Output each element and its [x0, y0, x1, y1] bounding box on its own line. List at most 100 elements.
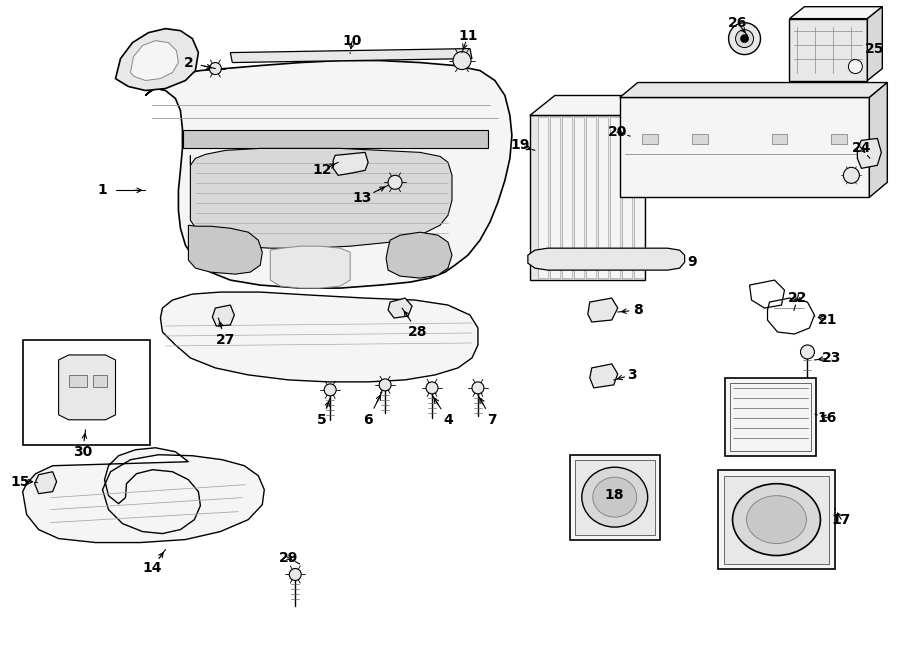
Polygon shape [115, 28, 198, 91]
Polygon shape [724, 476, 830, 563]
Text: 25: 25 [865, 42, 884, 56]
Circle shape [388, 175, 402, 189]
Text: 24: 24 [851, 142, 871, 156]
Polygon shape [270, 246, 350, 288]
Polygon shape [386, 232, 452, 278]
Circle shape [426, 382, 438, 394]
Polygon shape [146, 60, 512, 288]
Text: 20: 20 [608, 125, 627, 140]
Polygon shape [188, 225, 262, 274]
Polygon shape [34, 472, 57, 494]
Text: 1: 1 [98, 183, 107, 197]
Bar [93, 375, 106, 387]
Text: 14: 14 [143, 561, 162, 575]
Polygon shape [550, 117, 560, 278]
Ellipse shape [593, 477, 636, 517]
Polygon shape [620, 97, 869, 197]
Circle shape [50, 373, 60, 383]
Polygon shape [58, 355, 115, 420]
Polygon shape [717, 470, 835, 569]
Circle shape [210, 63, 221, 75]
Text: 13: 13 [353, 191, 372, 205]
Text: 19: 19 [510, 138, 529, 152]
Text: 5: 5 [318, 413, 327, 427]
Polygon shape [333, 152, 368, 175]
Bar [691, 134, 707, 144]
Polygon shape [562, 117, 572, 278]
Text: 9: 9 [687, 255, 697, 269]
Polygon shape [610, 117, 620, 278]
Circle shape [324, 384, 337, 396]
Polygon shape [634, 117, 643, 278]
Polygon shape [575, 459, 654, 535]
Circle shape [849, 60, 862, 73]
Polygon shape [528, 248, 685, 270]
Polygon shape [22, 448, 265, 543]
Text: 8: 8 [633, 303, 643, 317]
Text: 23: 23 [822, 351, 842, 365]
Text: 10: 10 [343, 34, 362, 48]
Text: 11: 11 [458, 28, 478, 42]
Circle shape [31, 350, 40, 360]
Circle shape [31, 373, 40, 383]
Text: 26: 26 [728, 16, 747, 30]
Polygon shape [586, 117, 596, 278]
Polygon shape [588, 298, 617, 322]
Circle shape [472, 382, 484, 394]
Bar [642, 134, 658, 144]
Circle shape [735, 30, 753, 48]
Bar [832, 134, 848, 144]
Text: 22: 22 [788, 291, 807, 305]
Text: 12: 12 [312, 164, 332, 177]
Text: 4: 4 [443, 413, 453, 427]
Text: 21: 21 [818, 313, 837, 327]
Bar [771, 134, 788, 144]
Circle shape [453, 52, 471, 70]
Circle shape [729, 23, 760, 54]
Polygon shape [869, 83, 887, 197]
Polygon shape [868, 7, 882, 81]
Text: 29: 29 [279, 551, 298, 565]
Polygon shape [530, 115, 644, 280]
Bar [68, 375, 86, 387]
Text: 27: 27 [216, 333, 235, 347]
Polygon shape [590, 364, 617, 388]
Circle shape [800, 345, 814, 359]
Polygon shape [598, 117, 608, 278]
Text: 6: 6 [364, 413, 373, 427]
Polygon shape [530, 95, 670, 115]
Circle shape [843, 167, 860, 183]
Polygon shape [160, 292, 478, 382]
Ellipse shape [746, 496, 806, 544]
Bar [22, 340, 150, 445]
Polygon shape [724, 378, 816, 455]
Ellipse shape [733, 484, 821, 555]
Polygon shape [620, 83, 887, 97]
Polygon shape [130, 40, 178, 81]
Text: 16: 16 [818, 411, 837, 425]
Polygon shape [570, 455, 660, 540]
Polygon shape [789, 7, 882, 19]
Text: 15: 15 [11, 475, 31, 489]
Polygon shape [230, 48, 472, 63]
Polygon shape [858, 138, 881, 168]
Polygon shape [789, 19, 868, 81]
Polygon shape [388, 298, 412, 318]
Polygon shape [574, 117, 584, 278]
Text: 7: 7 [487, 413, 497, 427]
Text: 3: 3 [627, 368, 636, 382]
Polygon shape [538, 117, 548, 278]
Text: 30: 30 [73, 445, 92, 459]
Circle shape [289, 569, 302, 581]
Polygon shape [212, 305, 234, 326]
Polygon shape [622, 117, 632, 278]
Text: 2: 2 [184, 56, 194, 70]
Ellipse shape [581, 467, 648, 527]
Text: 28: 28 [409, 325, 428, 339]
Text: 17: 17 [832, 512, 851, 526]
Circle shape [741, 34, 749, 42]
Polygon shape [184, 130, 488, 148]
Text: 18: 18 [604, 488, 624, 502]
Polygon shape [191, 148, 452, 248]
Circle shape [379, 379, 392, 391]
